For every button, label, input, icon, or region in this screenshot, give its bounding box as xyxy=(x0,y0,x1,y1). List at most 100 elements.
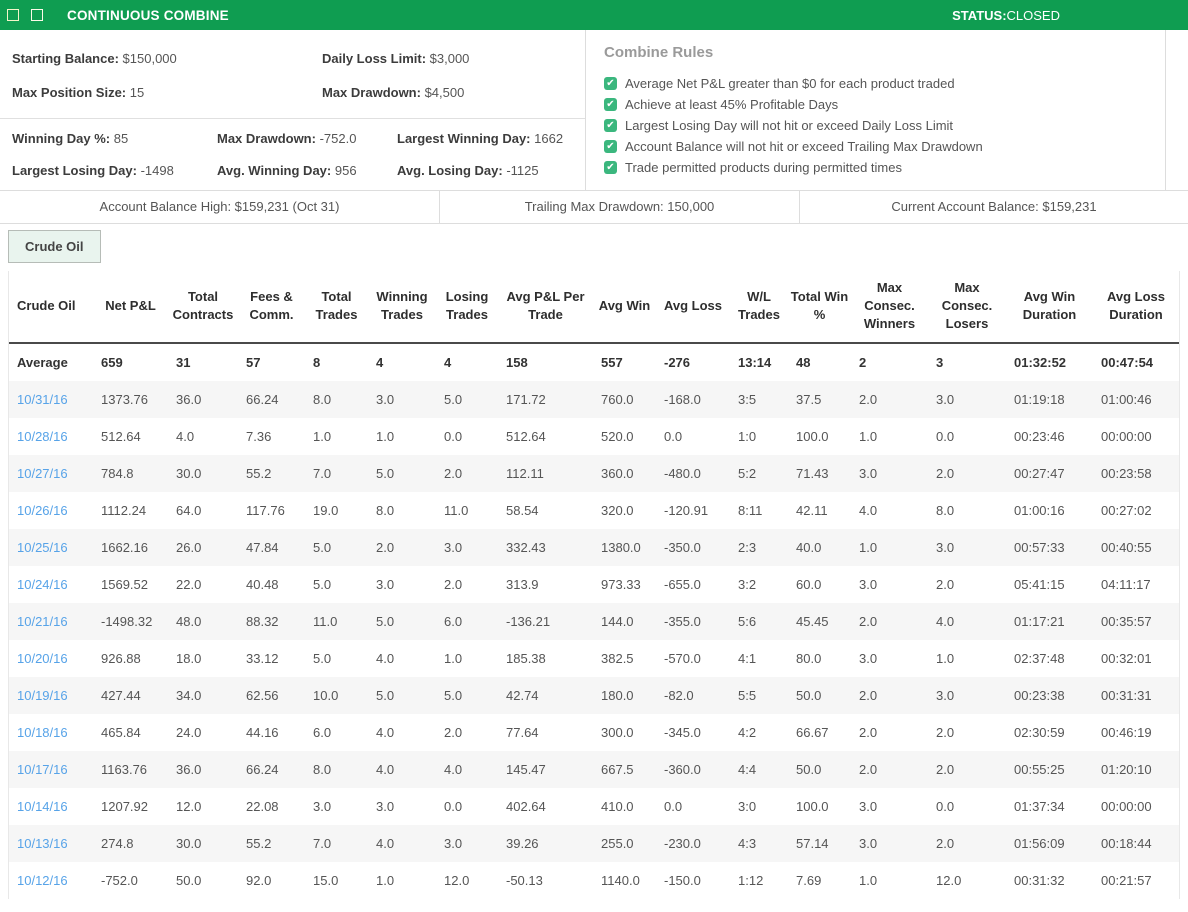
average-cell: 659 xyxy=(101,354,123,370)
data-cell: -230.0 xyxy=(664,835,701,851)
data-cell: 8.0 xyxy=(313,391,332,407)
date-link[interactable]: 10/12/16 xyxy=(17,872,68,888)
average-cell: -276 xyxy=(664,354,691,370)
column-header[interactable]: Total Win % xyxy=(788,271,851,344)
stat-label: Avg. Losing Day: xyxy=(397,163,507,178)
square-outline-icon[interactable] xyxy=(31,9,43,21)
data-cell: 2.0 xyxy=(859,613,878,629)
data-cell: 00:21:57 xyxy=(1101,872,1152,888)
stat-label: Avg. Winning Day: xyxy=(217,163,335,178)
date-link[interactable]: 10/17/16 xyxy=(17,761,68,777)
date-link[interactable]: 10/25/16 xyxy=(17,539,68,555)
data-cell: 5.0 xyxy=(313,576,332,592)
average-cell: 4 xyxy=(444,354,452,370)
column-header[interactable]: Net P&L xyxy=(93,271,168,344)
date-link[interactable]: 10/19/16 xyxy=(17,687,68,703)
average-cell: 158 xyxy=(506,354,528,370)
data-cell: -360.0 xyxy=(664,761,701,777)
column-header[interactable]: Fees & Comm. xyxy=(238,271,305,344)
top-header-bar: CONTINUOUS COMBINE STATUS:CLOSED xyxy=(0,0,1188,30)
column-header[interactable]: Avg P&L Per Trade xyxy=(498,271,593,344)
data-cell: 3.0 xyxy=(313,798,332,814)
data-cell: 1.0 xyxy=(859,539,878,555)
column-header[interactable]: Total Trades xyxy=(305,271,368,344)
divider xyxy=(0,118,585,119)
date-link[interactable]: 10/14/16 xyxy=(17,798,68,814)
data-cell: 01:17:21 xyxy=(1014,613,1065,629)
data-cell: 4.0 xyxy=(176,428,195,444)
column-header[interactable]: Crude Oil xyxy=(9,271,93,344)
column-header[interactable]: Losing Trades xyxy=(436,271,498,344)
data-cell: 4.0 xyxy=(444,761,463,777)
data-cell: 2.0 xyxy=(444,465,463,481)
column-header[interactable]: Total Contracts xyxy=(168,271,238,344)
column-header[interactable]: Avg Loss xyxy=(656,271,730,344)
data-cell: 1373.76 xyxy=(101,391,148,407)
data-cell: 320.0 xyxy=(601,502,634,518)
rule-item: ✔ Trade permitted products during permitt… xyxy=(604,157,1165,178)
data-cell: 55.2 xyxy=(246,835,272,851)
date-link[interactable]: 10/27/16 xyxy=(17,465,68,481)
status-badge: STATUS:CLOSED xyxy=(952,8,1060,23)
date-link[interactable]: 10/18/16 xyxy=(17,724,68,740)
data-cell: 4:2 xyxy=(738,724,757,740)
stat-label: Max Drawdown: xyxy=(322,85,425,100)
data-cell: 36.0 xyxy=(176,761,202,777)
column-header[interactable]: Avg Win Duration xyxy=(1006,271,1093,344)
tab-crude-oil[interactable]: Crude Oil xyxy=(8,230,101,263)
data-cell: 01:00:46 xyxy=(1101,391,1152,407)
data-cell: 1163.76 xyxy=(101,761,148,777)
data-cell: 3.0 xyxy=(376,576,395,592)
data-cell: 00:46:19 xyxy=(1101,724,1152,740)
data-cell: 145.47 xyxy=(506,761,546,777)
data-cell: 3.0 xyxy=(859,835,878,851)
column-header[interactable]: Max Consec. Winners xyxy=(851,271,928,344)
stat-item: Max Position Size: 15 xyxy=(12,76,322,110)
data-cell: 332.43 xyxy=(506,539,546,555)
date-link[interactable]: 10/26/16 xyxy=(17,502,68,518)
data-cell: 2.0 xyxy=(936,724,955,740)
data-cell: 36.0 xyxy=(176,391,202,407)
balance-summary-bar: Account Balance High: $159,231 (Oct 31) T… xyxy=(0,190,1188,224)
data-cell: -168.0 xyxy=(664,391,701,407)
data-cell: 1207.92 xyxy=(101,798,148,814)
column-header[interactable]: Avg Win xyxy=(593,271,656,344)
data-cell: 00:27:47 xyxy=(1014,465,1065,481)
date-link[interactable]: 10/13/16 xyxy=(17,835,68,851)
column-header[interactable]: Winning Trades xyxy=(368,271,436,344)
data-cell: 3.0 xyxy=(936,391,955,407)
column-header[interactable]: Max Consec. Losers xyxy=(928,271,1006,344)
column-header[interactable]: W/L Trades xyxy=(730,271,788,344)
data-cell: 1140.0 xyxy=(601,872,640,888)
square-outline-icon[interactable] xyxy=(7,9,19,21)
data-cell: 5.0 xyxy=(444,391,463,407)
average-cell: 557 xyxy=(601,354,623,370)
data-cell: 15.0 xyxy=(313,872,339,888)
stats-section: Starting Balance: $150,000 Daily Loss Lim… xyxy=(0,30,1188,190)
data-cell: 2.0 xyxy=(859,724,878,740)
data-cell: 3.0 xyxy=(859,798,878,814)
data-cell: 64.0 xyxy=(176,502,202,518)
column-header[interactable]: Avg Loss Duration xyxy=(1093,271,1179,344)
data-cell: 62.56 xyxy=(246,687,279,703)
table-row: 10/31/16 1373.76 36.0 66.24 8.0 3.0 5.0 171.72 7… xyxy=(9,380,1179,418)
data-cell: 667.5 xyxy=(601,761,634,777)
data-cell: 402.64 xyxy=(506,798,546,814)
data-cell: 1.0 xyxy=(376,428,395,444)
rule-item: ✔ Achieve at least 45% Profitable Days xyxy=(604,94,1165,115)
average-cell: 57 xyxy=(246,354,261,370)
date-link[interactable]: 10/31/16 xyxy=(17,391,68,407)
data-cell: 1.0 xyxy=(936,650,955,666)
data-cell: 80.0 xyxy=(796,650,822,666)
date-cell: 10/19/16 xyxy=(9,677,93,714)
date-link[interactable]: 10/28/16 xyxy=(17,428,68,444)
date-link[interactable]: 10/21/16 xyxy=(17,613,68,629)
data-cell: 5:2 xyxy=(738,465,757,481)
stat-item: Max Drawdown: $4,500 xyxy=(322,76,585,110)
combine-rules-panel: Combine Rules ✔ Average Net P&L greater t… xyxy=(586,30,1166,190)
data-cell: 5.0 xyxy=(444,687,463,703)
average-cell: 00:47:54 xyxy=(1101,354,1154,370)
date-link[interactable]: 10/24/16 xyxy=(17,576,68,592)
date-link[interactable]: 10/20/16 xyxy=(17,650,68,666)
data-cell: 50.0 xyxy=(796,687,822,703)
